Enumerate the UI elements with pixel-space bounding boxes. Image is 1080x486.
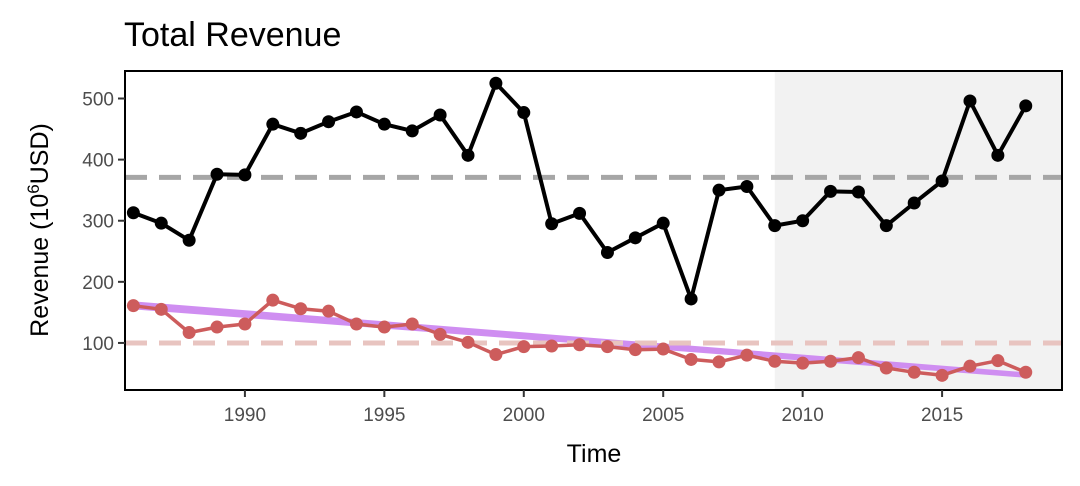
series-2-point bbox=[489, 348, 503, 362]
x-tick-label: 2005 bbox=[642, 405, 684, 426]
series-1-point bbox=[851, 185, 865, 199]
series-2-point bbox=[126, 299, 140, 313]
series-2-point bbox=[461, 335, 475, 349]
series-2-point bbox=[405, 317, 419, 331]
y-axis-title-superscript: 6 bbox=[24, 184, 43, 193]
y-axis-title: Revenue (106USD) bbox=[24, 123, 54, 337]
series-1-point bbox=[517, 106, 531, 120]
y-axis-title-main: Revenue (10 bbox=[26, 194, 54, 337]
y-tick-label: 400 bbox=[82, 151, 114, 172]
x-axis-ticks: 1990 1995 2000 2005 2010 2015 bbox=[224, 390, 963, 426]
series-2-point bbox=[433, 327, 447, 341]
series-1-point bbox=[238, 168, 252, 182]
series-1-point bbox=[182, 233, 196, 247]
y-tick-label: 500 bbox=[82, 90, 114, 111]
y-tick-label: 200 bbox=[82, 273, 114, 294]
series-2-point bbox=[907, 365, 921, 379]
series-1-point bbox=[294, 126, 308, 140]
series-2-point bbox=[740, 348, 754, 362]
series-1-point bbox=[377, 117, 391, 131]
series-2-point bbox=[684, 352, 698, 366]
series-1-point bbox=[712, 183, 726, 197]
series-1-point bbox=[322, 115, 336, 129]
series-2-point bbox=[517, 340, 531, 354]
series-1-point bbox=[740, 180, 754, 193]
series-2-point bbox=[600, 340, 614, 354]
y-axis-title-unit: USD) bbox=[26, 123, 54, 184]
x-tick-label: 1990 bbox=[224, 405, 266, 426]
plot-frame bbox=[124, 70, 1063, 391]
series-1-point bbox=[963, 94, 977, 108]
series-1-point bbox=[879, 219, 893, 233]
series-1-point bbox=[545, 217, 559, 231]
series-1-point bbox=[489, 76, 503, 90]
series-2-point bbox=[349, 317, 363, 331]
series-2-point bbox=[154, 302, 168, 316]
series-1-point bbox=[154, 216, 168, 230]
y-tick-label: 100 bbox=[82, 334, 114, 355]
series-1-point bbox=[600, 246, 614, 259]
series-2-point bbox=[545, 339, 559, 353]
series-1-point bbox=[768, 219, 782, 233]
series-2-point bbox=[656, 342, 670, 356]
series-1-point bbox=[573, 206, 587, 220]
series-1-point bbox=[210, 167, 224, 181]
series-2-point bbox=[879, 361, 893, 375]
series-2-point bbox=[182, 326, 196, 340]
y-tick-label: 300 bbox=[82, 212, 114, 233]
x-axis-title: Time bbox=[567, 440, 622, 468]
series-2-point bbox=[963, 359, 977, 373]
series-2-point bbox=[796, 356, 810, 370]
series-1-point bbox=[796, 214, 810, 228]
x-tick-label: 1995 bbox=[363, 405, 405, 426]
series-2-point bbox=[991, 354, 1005, 368]
series-2-point bbox=[210, 320, 224, 334]
reference-lines bbox=[125, 174, 1062, 346]
series-2-point bbox=[824, 354, 838, 368]
series-1-point bbox=[349, 105, 363, 119]
series-1-point bbox=[628, 231, 642, 245]
x-tick-label: 2015 bbox=[921, 405, 963, 426]
series-1-point bbox=[991, 148, 1005, 162]
series-2-point bbox=[712, 355, 726, 369]
y-axis-ticks: 100 200 300 400 500 bbox=[82, 90, 125, 355]
series-2-point bbox=[768, 354, 782, 368]
series-1-point bbox=[126, 206, 140, 220]
series-2-point bbox=[266, 293, 280, 307]
series-2-point bbox=[322, 304, 336, 318]
series-points bbox=[126, 76, 1033, 382]
series-2-point bbox=[377, 320, 391, 334]
series-2-point bbox=[573, 338, 587, 352]
x-tick-label: 2000 bbox=[503, 405, 545, 426]
series-1-point bbox=[656, 216, 670, 230]
series-2-point bbox=[935, 368, 949, 382]
series-1-point bbox=[1019, 99, 1033, 113]
series-1-point bbox=[684, 292, 698, 306]
series-1-point bbox=[461, 148, 475, 162]
series-1-point bbox=[405, 124, 419, 138]
series-1-point bbox=[266, 117, 280, 131]
series-1-point bbox=[935, 174, 949, 188]
series-1-point bbox=[824, 184, 838, 198]
series-1-point bbox=[433, 108, 447, 122]
chart-title: Total Revenue bbox=[124, 16, 341, 54]
series-1-point bbox=[907, 196, 921, 210]
series-2-point bbox=[294, 302, 308, 316]
series-2-point bbox=[628, 343, 642, 357]
series-2-point bbox=[1019, 365, 1033, 379]
series-2-point bbox=[851, 351, 865, 365]
x-tick-label: 2010 bbox=[782, 405, 824, 426]
series-2-point bbox=[238, 317, 252, 331]
